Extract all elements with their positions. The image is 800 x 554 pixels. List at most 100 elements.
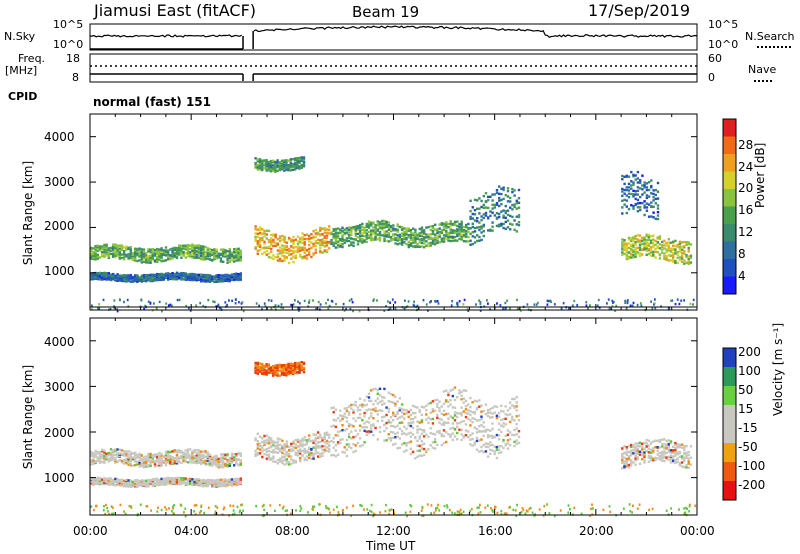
heatmap-cell xyxy=(291,162,295,166)
heatmap-cell xyxy=(429,228,432,232)
heatmap-cell xyxy=(400,403,404,406)
heatmap-cell xyxy=(285,368,288,371)
heatmap-cell xyxy=(294,443,297,446)
heatmap-cell xyxy=(336,417,340,420)
heatmap-cell xyxy=(303,447,306,451)
heatmap-cell xyxy=(258,369,262,372)
heatmap-cell xyxy=(215,480,218,483)
heatmap-cell xyxy=(416,233,419,236)
heatmap-cell xyxy=(447,393,450,397)
heatmap-cell xyxy=(343,446,346,449)
heatmap-cell xyxy=(175,478,179,481)
heatmap-cell xyxy=(336,236,340,240)
heatmap-cell xyxy=(90,450,93,454)
heatmap-cell xyxy=(636,206,640,209)
heatmap-cell xyxy=(667,448,670,451)
heatmap-cell xyxy=(208,453,212,456)
heatmap-cell xyxy=(203,511,205,515)
heatmap-cell xyxy=(316,238,320,241)
heatmap-cell xyxy=(265,371,268,374)
heatmap-cell xyxy=(621,456,624,459)
heatmap-cell xyxy=(667,247,670,251)
heatmap-cell xyxy=(208,257,212,261)
heatmap-cell xyxy=(621,206,624,209)
heatmap-cell xyxy=(630,187,633,190)
heatmap-cell xyxy=(484,442,488,445)
heatmap-cell xyxy=(310,457,313,461)
heatmap-cell xyxy=(169,257,172,261)
heatmap-cell xyxy=(636,186,640,189)
heatmap-cell xyxy=(272,460,275,463)
heatmap-cell xyxy=(478,429,481,433)
heatmap-cell xyxy=(195,449,198,452)
heatmap-cell xyxy=(321,439,324,442)
heatmap-cell xyxy=(303,443,306,447)
heatmap-cell xyxy=(224,453,227,456)
heatmap-cell xyxy=(294,451,297,454)
heatmap-cell xyxy=(109,459,113,462)
heatmap-cell xyxy=(118,274,121,277)
heatmap-cell xyxy=(294,245,297,249)
heatmap-cell xyxy=(363,226,366,229)
heatmap-cell xyxy=(458,412,461,415)
heatmap-cell xyxy=(672,455,675,458)
heatmap-cell xyxy=(403,432,406,435)
heatmap-cell xyxy=(394,432,397,436)
heatmap-cell xyxy=(222,455,225,458)
heatmap-cell xyxy=(513,405,516,408)
heatmap-cell xyxy=(389,430,393,434)
heatmap-cell xyxy=(254,161,257,165)
heatmap-cell xyxy=(663,239,666,243)
heatmap-cell xyxy=(383,387,386,391)
heatmap-cell xyxy=(325,431,329,434)
heatmap-cell xyxy=(475,419,479,422)
heatmap-cell xyxy=(138,456,141,459)
heatmap-cell xyxy=(219,484,223,487)
heatmap-cell xyxy=(237,257,240,260)
heatmap-cell xyxy=(94,247,97,251)
heatmap-cell xyxy=(447,239,450,242)
heatmap-cell xyxy=(422,406,426,409)
heatmap-cell xyxy=(442,429,446,432)
heatmap-cell xyxy=(283,444,286,448)
heatmap-cell xyxy=(665,258,668,261)
heatmap-cell xyxy=(215,454,218,458)
heatmap-cell xyxy=(167,450,170,453)
heatmap-cell xyxy=(469,217,472,220)
heatmap-cell xyxy=(173,504,175,507)
heatmap-cell xyxy=(625,446,628,449)
heatmap-cell xyxy=(299,448,302,451)
heatmap-cell xyxy=(153,481,157,484)
heatmap-cell xyxy=(649,251,653,254)
heatmap-cell xyxy=(654,193,657,197)
heatmap-cell xyxy=(546,299,549,302)
heatmap-cell xyxy=(480,404,483,407)
heatmap-cell xyxy=(261,159,264,162)
heatmap-cell xyxy=(171,250,174,253)
heatmap-cell xyxy=(151,256,154,259)
heatmap-cell xyxy=(647,451,651,454)
heatmap-cell xyxy=(656,251,659,254)
heatmap-cell xyxy=(498,225,501,228)
heatmap-cell xyxy=(325,442,329,445)
heatmap-cell xyxy=(400,421,404,424)
heatmap-cell xyxy=(298,165,301,168)
heatmap-cell xyxy=(258,435,262,438)
heatmap-cell xyxy=(136,460,139,463)
heatmap-cell xyxy=(447,400,450,404)
heatmap-cell xyxy=(484,445,488,448)
heatmap-cell xyxy=(160,247,163,250)
heatmap-cell xyxy=(171,276,174,279)
heatmap-cell xyxy=(272,443,275,447)
heatmap-cell xyxy=(281,238,284,241)
heatmap-cell xyxy=(297,307,300,310)
heatmap-cell xyxy=(674,454,677,457)
heatmap-cell xyxy=(272,369,275,372)
heatmap-cell xyxy=(667,259,670,262)
heatmap-cell xyxy=(678,462,682,465)
heatmap-cell xyxy=(442,434,446,438)
heatmap-cell xyxy=(215,278,218,282)
heatmap-cell xyxy=(636,202,640,205)
heatmap-cell xyxy=(270,438,273,442)
heatmap-cell xyxy=(467,309,470,312)
